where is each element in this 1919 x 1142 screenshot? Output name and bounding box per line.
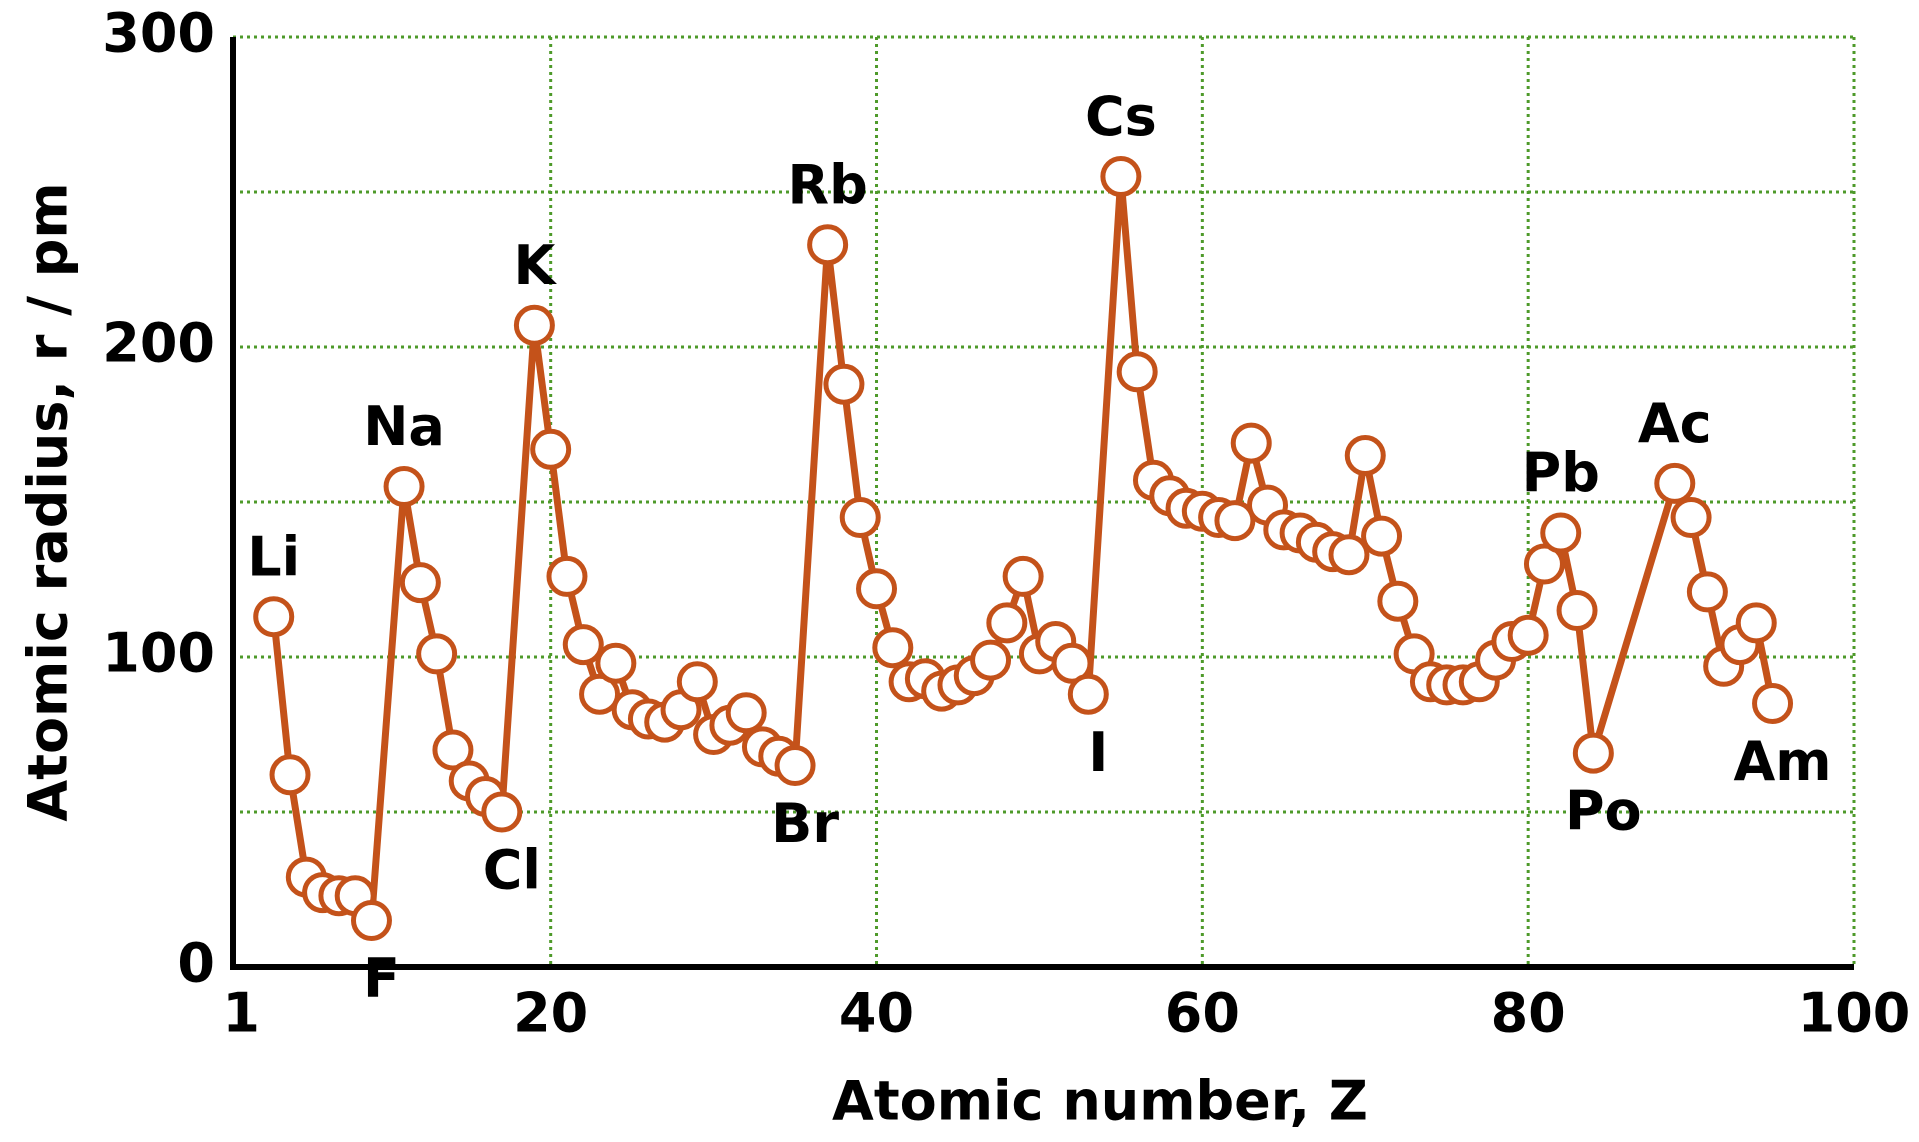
- data-point: [513, 304, 555, 346]
- data-point: [676, 661, 718, 703]
- x-tick-label: 40: [839, 982, 914, 1045]
- y-axis-label: Atomic radius, r / pm: [17, 182, 80, 821]
- data-point: [579, 673, 621, 715]
- data-point: [1735, 602, 1777, 644]
- point-label: Am: [1734, 730, 1832, 793]
- data-point: [970, 639, 1012, 681]
- point-label: F: [363, 947, 400, 1010]
- data-point: [481, 791, 523, 833]
- y-tick-label: 100: [102, 622, 215, 685]
- y-tick-label: 200: [102, 312, 215, 375]
- data-point: [1752, 683, 1794, 724]
- point-label: Rb: [788, 153, 868, 216]
- point-label: Br: [771, 792, 839, 855]
- data-point: [546, 555, 588, 597]
- data-point: [383, 466, 425, 507]
- x-tick-label: 60: [1165, 982, 1240, 1045]
- point-label: Na: [363, 395, 445, 458]
- x-tick-label: 80: [1491, 982, 1566, 1045]
- data-point: [823, 363, 865, 405]
- x-axis-label: Atomic number, Z: [832, 1070, 1368, 1133]
- y-tick-label: 0: [177, 932, 215, 995]
- data-point: [1572, 732, 1614, 774]
- y-tick-label: 300: [102, 2, 215, 65]
- x-tick-label: 20: [513, 982, 588, 1045]
- data-point: [1116, 351, 1158, 393]
- data-point: [1100, 156, 1142, 197]
- data-point: [1067, 673, 1109, 715]
- data-point: [1540, 512, 1582, 554]
- point-label: Ac: [1638, 392, 1712, 455]
- data-point: [1507, 614, 1549, 656]
- data-point: [253, 596, 295, 638]
- data-point: [1002, 555, 1044, 597]
- data-point: [432, 729, 474, 771]
- data-point: [595, 642, 637, 684]
- data-point: [1556, 590, 1598, 631]
- data-point: [807, 224, 849, 266]
- data-point: [856, 568, 898, 610]
- point-label: Po: [1565, 780, 1642, 843]
- data-point: [416, 633, 458, 675]
- data-point: [872, 627, 914, 669]
- point-label: Cl: [483, 839, 541, 902]
- data-point: [1670, 497, 1712, 538]
- data-point: [839, 497, 881, 538]
- point-label: K: [513, 234, 557, 297]
- data-point: [1686, 571, 1728, 613]
- point-label: Cs: [1085, 85, 1157, 148]
- data-point: [1523, 543, 1565, 585]
- data-point: [1344, 435, 1386, 476]
- data-point: [725, 692, 767, 734]
- data-point: [1214, 500, 1256, 542]
- data-point: [1230, 422, 1272, 464]
- data-point: [530, 428, 572, 470]
- data-point: [562, 624, 604, 666]
- x-tick-label: 1: [222, 982, 260, 1045]
- point-label: I: [1088, 721, 1108, 784]
- point-label: Li: [247, 525, 300, 588]
- point-label: Pb: [1522, 442, 1600, 505]
- data-point: [399, 562, 441, 604]
- data-point: [774, 745, 816, 786]
- data-point: [1051, 642, 1093, 684]
- data-point: [986, 602, 1028, 644]
- data-point: [1654, 462, 1696, 504]
- data-point: [1328, 534, 1370, 576]
- data-point: [350, 900, 392, 941]
- data-point: [1377, 580, 1419, 622]
- x-tick-label: 100: [1798, 982, 1911, 1045]
- data-point: [269, 754, 311, 796]
- data-point: [1361, 515, 1403, 557]
